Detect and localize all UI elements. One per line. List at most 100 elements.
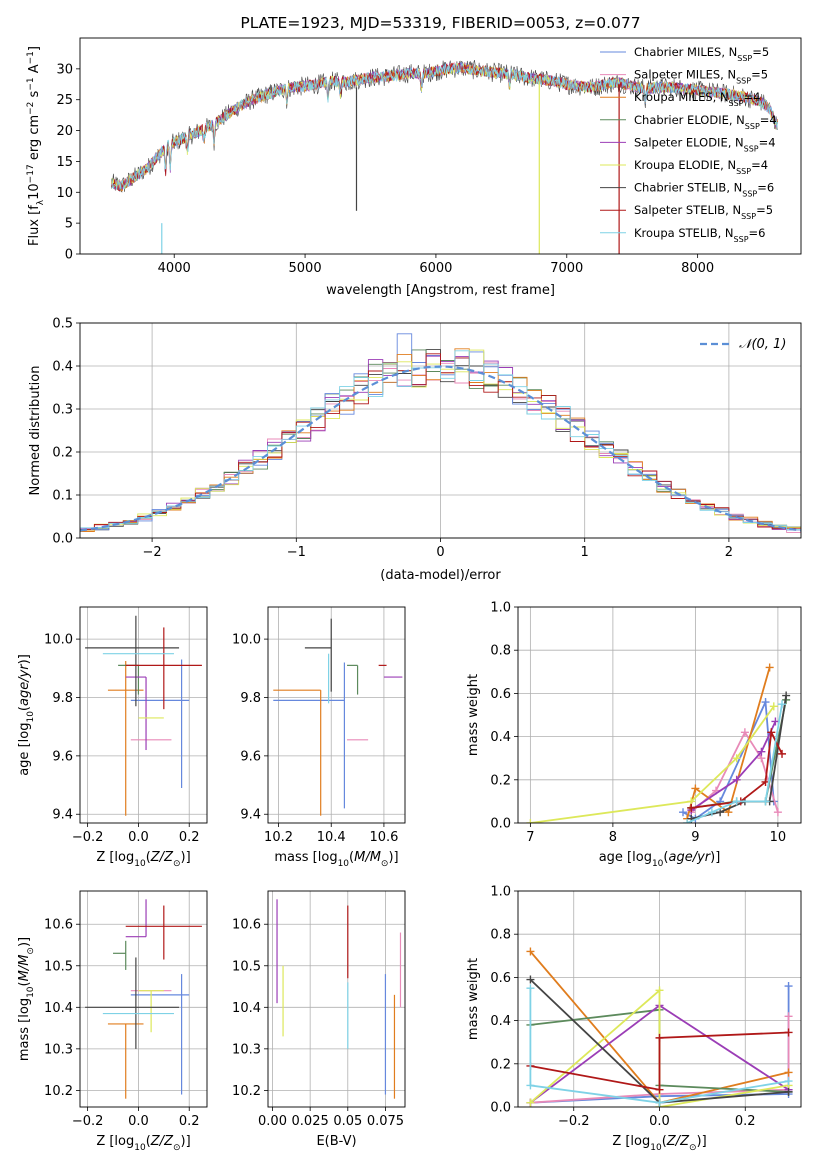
x-axis-label: mass [log10(M/M⊙)] [274, 850, 398, 869]
legend-entry: Chabrier ELODIE, NSSP=4 [634, 113, 777, 131]
weight-marker [769, 702, 778, 711]
legend-entry: Salpeter STELIB, NSSP=5 [634, 203, 773, 221]
y-tick-label: 0.5 [52, 317, 73, 332]
x-tick-label: −0.2 [72, 830, 104, 845]
axes-frame [267, 606, 406, 824]
y-tick-label: 0.2 [490, 773, 511, 788]
axes-frame [79, 322, 802, 539]
x-tick-label: 10 [770, 830, 787, 845]
x-tick-label: 10.2 [264, 830, 293, 845]
y-axis-label: Flux [fλ10−17 erg cm−2 s−1 A−1] [26, 46, 46, 246]
y-tick-label: 10.0 [44, 633, 73, 648]
y-tick-label: 15 [56, 155, 73, 170]
y-tick-label: 9.4 [52, 808, 73, 823]
y-tick-label: 5 [65, 217, 73, 232]
y-tick-label: 0.4 [490, 1014, 511, 1029]
weight-marker [771, 717, 780, 726]
x-axis-label: wavelength [Angstrom, rest frame] [326, 283, 555, 298]
y-axis-label: age [log10(age/yr)] [17, 654, 36, 776]
weight-marker [526, 947, 535, 956]
weight-marker [526, 1081, 535, 1090]
x-axis-label: age [log10(age/yr)] [599, 850, 721, 869]
y-axis-label: mass weight [466, 674, 481, 756]
weight_vs_Z-panel: −0.2 0.0 0.2 0.0 0.2 0.4 0.6 0.8 1.0 Z [log10(Z/Z… [466, 885, 802, 1153]
weight-marker [655, 986, 664, 995]
x-tick-label: 8000 [681, 261, 714, 276]
x-tick-label: 0.2 [179, 830, 200, 845]
weight-marker [655, 1098, 664, 1107]
weight-marker [782, 691, 791, 700]
legend-entry: Salpeter ELODIE, NSSP=4 [634, 135, 776, 153]
weight-line [690, 721, 777, 811]
age_vs_Z-panel: −0.2 0.0 0.2 9.4 9.6 9.8 10.0 Z [log10(Z/Z⊙)] ag… [17, 606, 208, 869]
spectrum-panel: 4000 5000 6000 7000 8000 0 5 10 15 20 25 30 PLATE=19… [26, 14, 802, 298]
x-tick-label: 10.4 [317, 830, 346, 845]
weight-line [530, 1031, 789, 1091]
weight-marker [740, 728, 749, 737]
x-tick-label: 0.0 [128, 830, 149, 845]
x-tick-label: −2 [143, 545, 162, 560]
y-tick-label: 10.2 [44, 1084, 73, 1099]
y-tick-label: 0.4 [52, 360, 73, 375]
x-tick-label: −0.2 [558, 1114, 590, 1129]
x-tick-label: 0.075 [367, 1114, 404, 1129]
y-tick-label: 9.6 [240, 749, 261, 764]
weight-marker [732, 775, 741, 784]
y-axis-label: Normed distribution [28, 366, 43, 496]
weight-marker [757, 747, 766, 756]
y-tick-label: 1.0 [490, 601, 511, 616]
y-axis-label: mass weight [466, 958, 481, 1040]
x-tick-label: 0.0 [649, 1114, 670, 1129]
weight-marker [526, 975, 535, 984]
weight-marker [784, 1028, 793, 1037]
weight-marker [773, 808, 782, 817]
x-tick-label: −0.2 [72, 1114, 104, 1129]
legend-entry: Chabrier MILES, NSSP=5 [634, 45, 769, 63]
y-tick-label: 0.0 [490, 817, 511, 832]
y-tick-label: 0.0 [52, 532, 73, 547]
x-tick-label: 1 [581, 545, 589, 560]
weight-marker [784, 1012, 793, 1021]
y-tick-label: 10.0 [232, 633, 261, 648]
weight_vs_age-panel: 7 8 9 10 0.0 0.2 0.4 0.6 0.8 1.0 age [log10(age/yr… [466, 601, 802, 869]
y-tick-label: 10.5 [232, 959, 261, 974]
y-tick-label: 0.6 [490, 971, 511, 986]
weight-marker [767, 728, 776, 737]
weight-marker [761, 797, 770, 806]
weight-marker [655, 1033, 664, 1042]
spectrum-legend: Chabrier MILES, NSSP=5 Salpeter MILES, NS… [600, 45, 777, 243]
weight-marker [687, 803, 696, 812]
y-tick-label: 1.0 [490, 885, 511, 900]
legend-entry: Kroupa STELIB, NSSP=6 [634, 226, 765, 244]
spectrum-line [111, 63, 778, 190]
x-tick-label: 9 [691, 830, 699, 845]
weight-marker [691, 784, 700, 793]
weight-marker [655, 1085, 664, 1094]
x-tick-label: 0.2 [179, 1114, 200, 1129]
y-tick-label: 0.2 [490, 1057, 511, 1072]
normal-curve [80, 365, 801, 532]
x-tick-label: 2 [725, 545, 733, 560]
weight-marker [683, 819, 692, 823]
axes-frame [517, 606, 802, 824]
weight-marker [761, 698, 770, 707]
y-tick-label: 10.5 [44, 959, 73, 974]
legend-entry: Kroupa ELODIE, NSSP=4 [634, 158, 768, 176]
axes-frame [517, 890, 802, 1108]
x-axis-label: Z [log10(Z/Z⊙)] [96, 850, 190, 869]
x-axis-label: (data-model)/error [380, 568, 501, 583]
x-tick-label: 5000 [289, 261, 322, 276]
y-tick-label: 10.2 [232, 1084, 261, 1099]
legend-entry: Kroupa MILES, NSSP=4 [634, 90, 760, 108]
weight-marker [765, 663, 774, 672]
y-tick-label: 9.8 [240, 691, 261, 706]
y-tick-label: 0.8 [490, 928, 511, 943]
weight-marker [526, 984, 535, 993]
mass_vs_EBV-panel: 0.00 0.025 0.05 0.075 10.2 10.3 10.4 10.5 10.6 E(… [232, 890, 406, 1149]
y-tick-label: 0.8 [490, 644, 511, 659]
weight-line [686, 667, 771, 819]
x-tick-label: 0.00 [258, 1114, 287, 1129]
y-tick-label: 10.3 [232, 1042, 261, 1057]
x-axis-label: Z [log10(Z/Z⊙)] [612, 1134, 706, 1153]
axes-frame [79, 606, 208, 824]
